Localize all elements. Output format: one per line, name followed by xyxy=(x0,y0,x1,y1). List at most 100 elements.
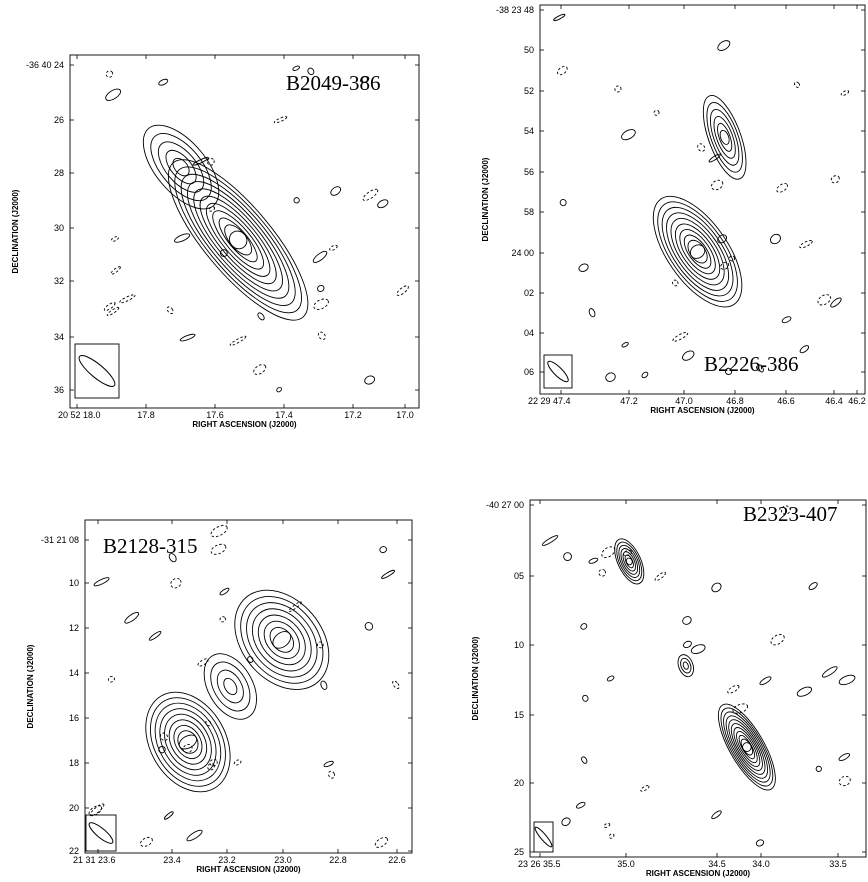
beam-box xyxy=(85,814,117,852)
contour-level xyxy=(272,631,292,649)
noise-contour xyxy=(578,263,589,272)
contour-level xyxy=(717,122,733,152)
contour-level xyxy=(661,206,734,297)
noise-contour xyxy=(105,88,122,101)
noise-contour xyxy=(799,240,813,249)
noise-contours xyxy=(541,505,856,847)
noise-contour xyxy=(323,760,334,768)
x-axis-label: RIGHT ASCENSION (J2000) xyxy=(196,865,301,874)
contour-level xyxy=(674,223,721,280)
noise-contour xyxy=(179,333,196,342)
noise-contour xyxy=(796,686,813,697)
noise-contour xyxy=(815,765,822,772)
x-tick-label: 22.8 xyxy=(329,855,347,865)
source-name-label: B2323-407 xyxy=(743,502,838,526)
noise-contour xyxy=(732,703,749,714)
contour-component xyxy=(234,589,330,691)
y-tick-label: 30 xyxy=(54,223,64,233)
y-tick-label: 18 xyxy=(69,758,79,768)
x-tick-label: 23.0 xyxy=(274,855,292,865)
x-axis-label: RIGHT ASCENSION (J2000) xyxy=(650,406,755,415)
x-tick-label: 20 52 18.0 xyxy=(58,410,101,420)
x-tick-label: 33.5 xyxy=(829,859,847,869)
plot-frame xyxy=(84,519,413,854)
noise-contour xyxy=(317,331,326,340)
noise-contour xyxy=(603,822,611,828)
noise-contour xyxy=(374,836,388,848)
contour-level xyxy=(679,229,716,275)
contour-level xyxy=(687,239,708,264)
y-tick-label: 04 xyxy=(524,328,534,338)
noise-contour xyxy=(93,577,110,587)
contour-level xyxy=(164,713,212,771)
plot-frame xyxy=(539,4,866,395)
contour-level xyxy=(234,589,330,691)
source-name-label: B2226-386 xyxy=(704,352,799,376)
noise-contour xyxy=(641,371,649,379)
contour-component xyxy=(145,691,231,793)
x-axis-label: RIGHT ASCENSION (J2000) xyxy=(646,869,751,878)
noise-contour xyxy=(672,331,689,342)
noise-contour xyxy=(163,811,174,820)
contour-level xyxy=(193,188,283,292)
contour-level xyxy=(689,244,706,259)
contour-panel-3: 21 31 23.6 23.4 23.2 23.0 22.8 22.6 -31 21 08 1… xyxy=(26,519,413,874)
noise-contour xyxy=(392,680,400,689)
noise-contour xyxy=(88,805,103,817)
contour-level xyxy=(186,181,290,299)
contour-level xyxy=(150,133,212,202)
plot-frame xyxy=(69,54,420,409)
noise-contour xyxy=(124,611,140,624)
contour-panel-1: 20 52 18.0 17.8 17.6 17.4 17.2 17.0 -36 40 24 2… xyxy=(11,54,420,429)
noise-contour xyxy=(838,775,851,787)
noise-contour xyxy=(653,109,660,116)
noise-contour xyxy=(840,90,850,96)
y-axis-label: DECLINATION (J2000) xyxy=(11,189,20,273)
contour-level xyxy=(173,724,203,760)
noise-contour xyxy=(654,571,666,582)
contour-level xyxy=(682,661,689,670)
y-tick-label: 14 xyxy=(69,668,79,678)
contour-level xyxy=(723,711,771,783)
contour-level xyxy=(178,734,198,750)
contour-component xyxy=(203,653,257,720)
beam-ellipse xyxy=(78,355,116,387)
beam-box xyxy=(74,343,120,399)
y-tick-label: 05 xyxy=(514,571,524,581)
plot-frame xyxy=(529,499,867,858)
noise-contour xyxy=(158,745,166,754)
noise-contour xyxy=(107,675,115,683)
y-tick-label: -31 21 08 xyxy=(41,535,79,545)
noise-contour xyxy=(119,294,136,304)
noise-contour xyxy=(362,188,379,201)
y-tick-label: 52 xyxy=(524,86,534,96)
noise-contour xyxy=(208,206,216,212)
noise-contour xyxy=(711,810,722,820)
noise-contour xyxy=(606,675,615,682)
x-tick-label: 34.0 xyxy=(752,859,770,869)
noise-contour xyxy=(377,199,389,209)
noise-contour xyxy=(209,758,218,767)
contour-level xyxy=(263,620,300,659)
noise-contour xyxy=(312,250,328,263)
noise-contour xyxy=(233,759,242,766)
y-tick-label: 20 xyxy=(69,803,79,813)
y-tick-label: 26 xyxy=(54,115,64,125)
noise-contour xyxy=(253,364,267,375)
noise-contour xyxy=(720,261,730,270)
x-tick-label: 35.0 xyxy=(617,859,635,869)
noise-contours xyxy=(88,524,400,848)
noise-contour xyxy=(205,719,212,727)
noise-contour xyxy=(821,666,838,678)
contour-level xyxy=(246,602,318,678)
contour-level xyxy=(614,538,645,585)
noise-contour xyxy=(206,157,215,166)
contour-panel-2: 22 29 47.4 47.2 47.0 46.8 46.6 46.4 46.2 -38 23… xyxy=(481,4,866,415)
x-tick-label: 22.6 xyxy=(388,855,406,865)
noise-contour xyxy=(557,65,568,76)
contour-level xyxy=(172,157,190,177)
x-tick-label: 47.2 xyxy=(620,396,638,406)
noise-contour xyxy=(830,175,840,184)
contour-level xyxy=(177,730,199,754)
